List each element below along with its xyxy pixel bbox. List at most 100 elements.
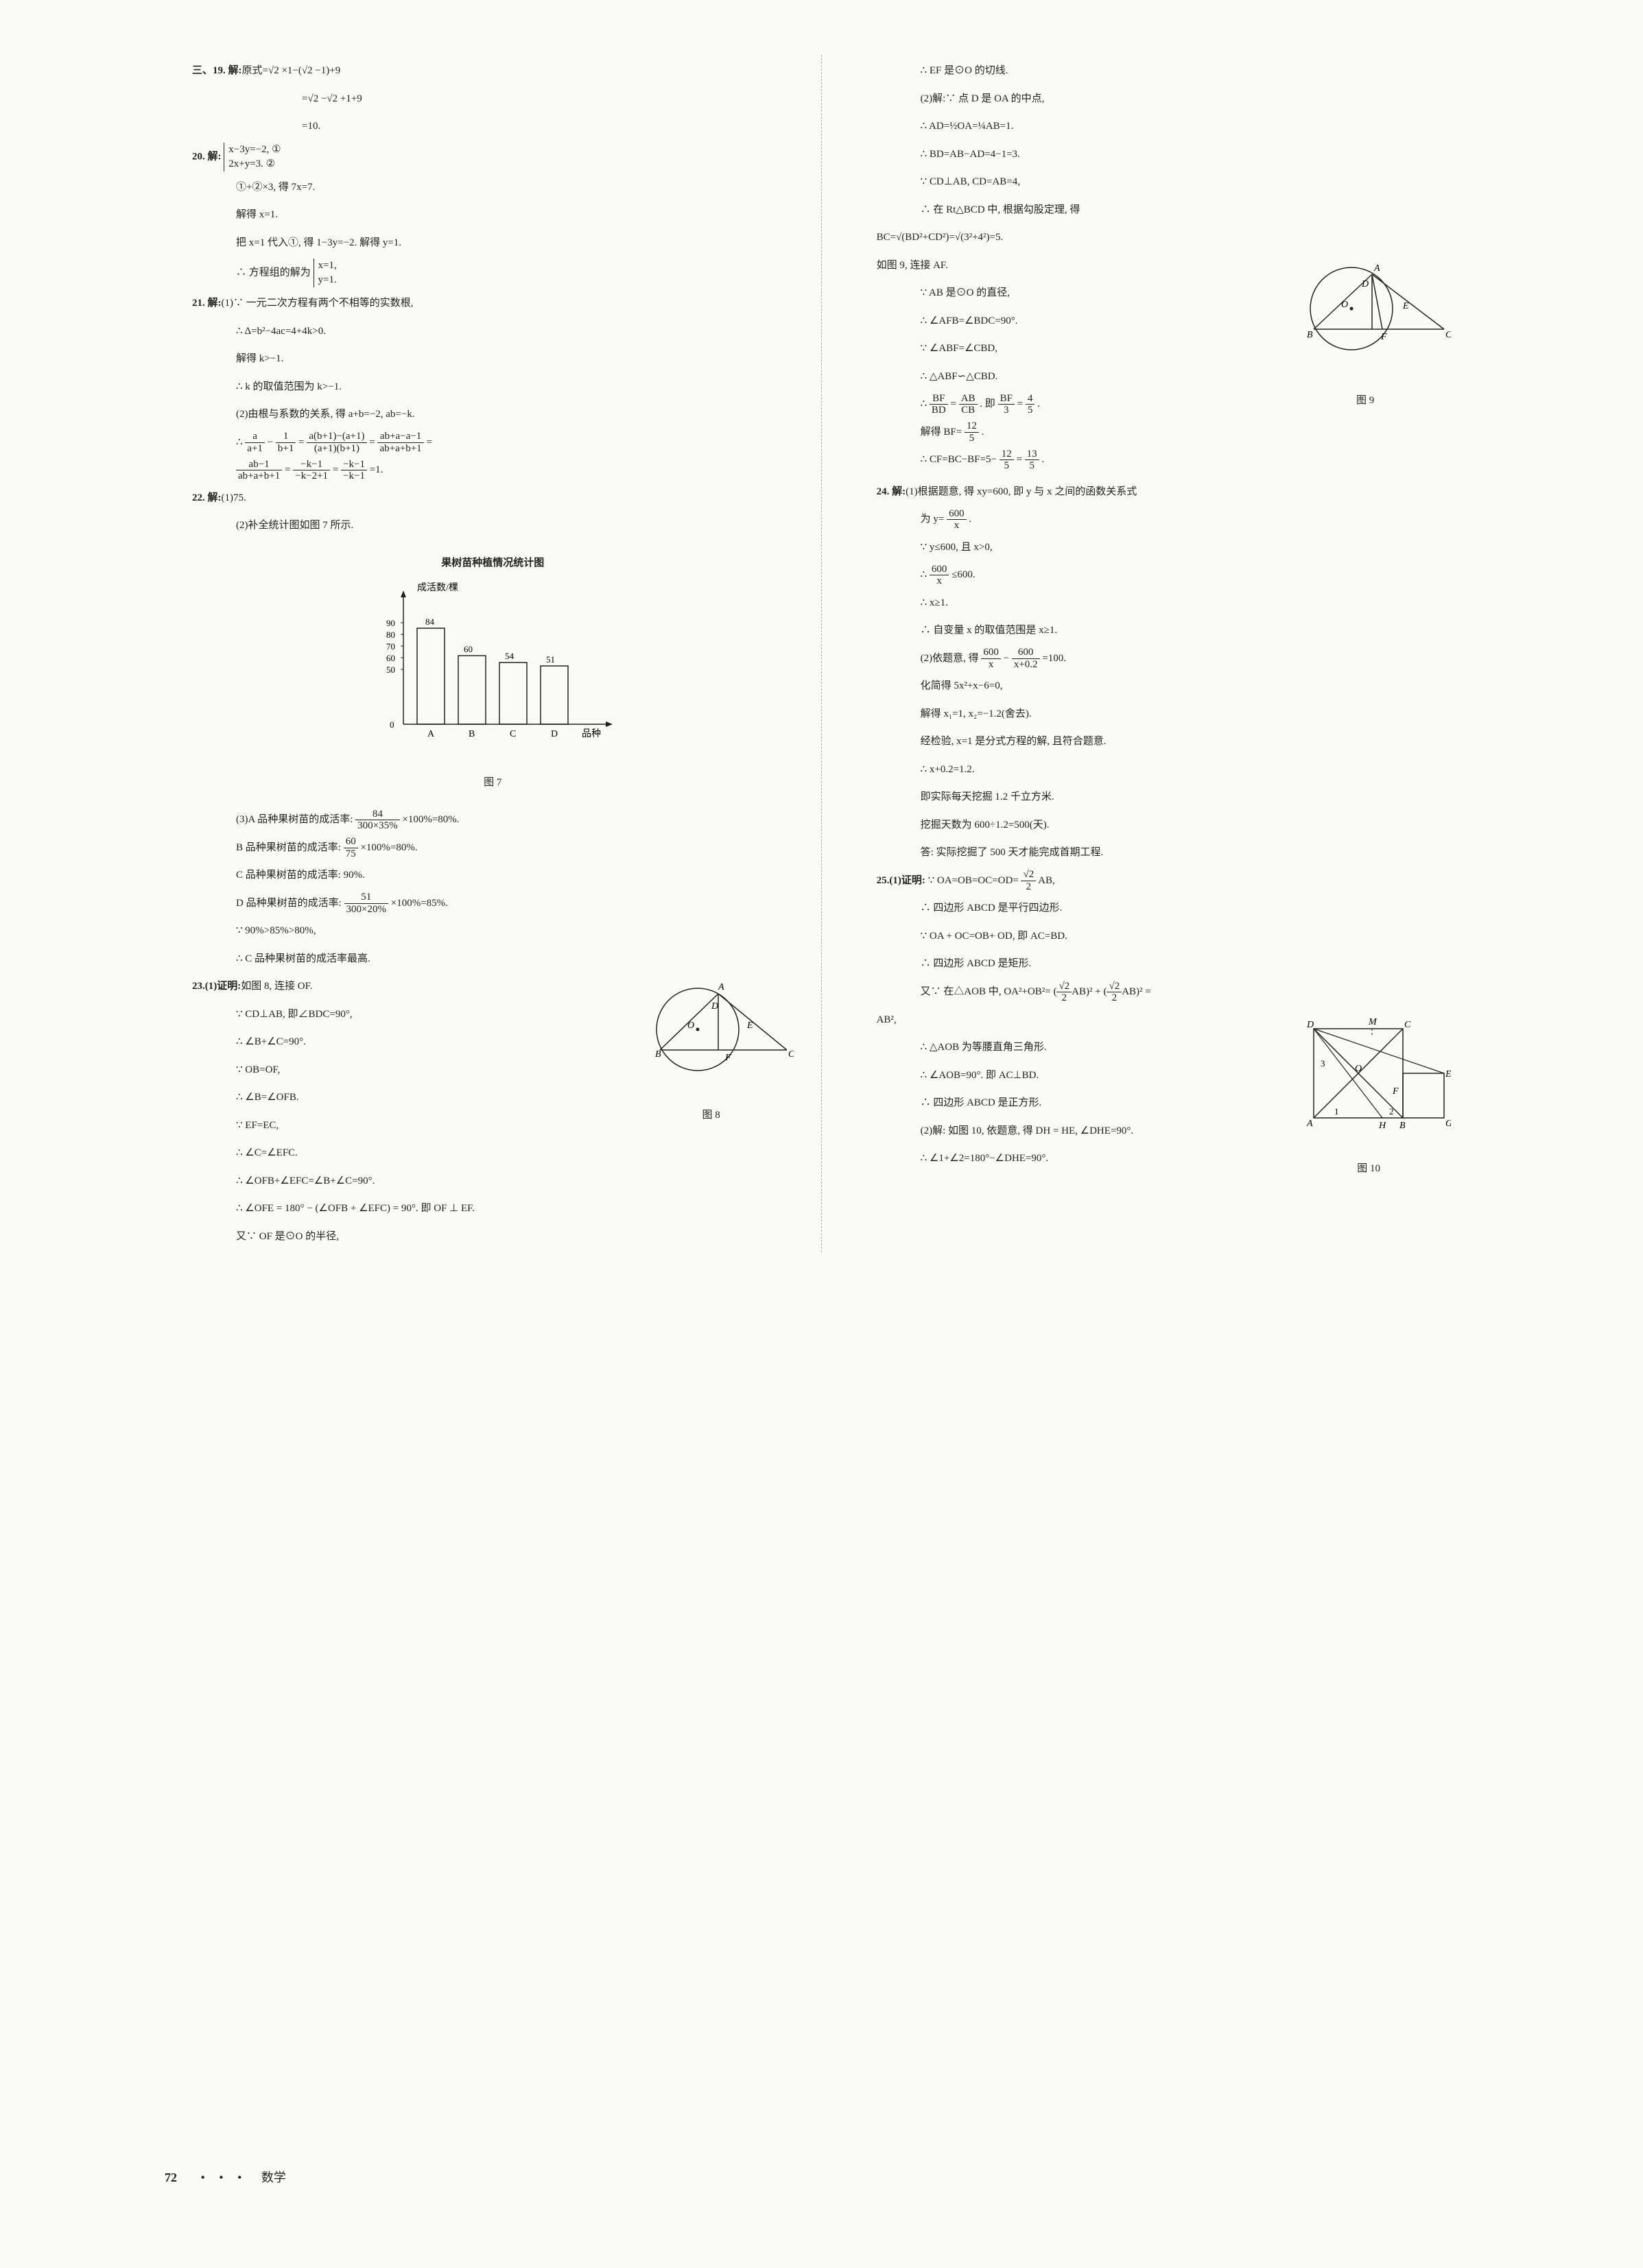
q23c-l6: BC=√(BD²+CD²)=√(3²+4²)=5. [877, 226, 1452, 250]
q21-p2a: (2)由根与系数的关系, 得 a+b=−2, ab=−k. [192, 403, 794, 427]
right-column: ∴ EF 是⊙O 的切线. (2)解:∵ 点 D 是 OA 的中点, ∴ AD=… [822, 55, 1479, 1252]
chart-title: 果树苗种植情况统计图 [348, 551, 637, 575]
q19-l2: =√2 −√2 +1+9 [192, 87, 794, 111]
q24-l8: 化简得 5x²+x−6=0, [877, 674, 1452, 698]
q23-l9: 又∵ OF 是⊙O 的半径, [192, 1225, 794, 1249]
q20-l4: ∴ 方程组的解为 x=1, y=1. [192, 259, 794, 287]
q23c-l13: 解得 BF= 125 . [877, 420, 1452, 444]
q25-l5: 又∵ 在△AOB 中, OA²+OB²= (√22AB)² + (√22AB)²… [877, 980, 1452, 1004]
svg-text:B: B [1307, 330, 1313, 340]
q24-l7: (2)依题意, 得 600x − 600x+0.2 =100. [877, 647, 1452, 671]
left-column: 三、19. 解:原式=√2 ×1−(√2 −1)+9 =√2 −√2 +1+9 … [165, 55, 822, 1252]
q21-p2c: ab−1ab+a+b+1 = −k−1−k−2+1 = −k−1−k−1 =1. [192, 458, 794, 482]
svg-text:F: F [1392, 1086, 1399, 1097]
q23-l8: ∴ ∠OFE = 180° − (∠OFB + ∠EFC) = 90°. 即 O… [192, 1197, 794, 1221]
svg-text:F: F [1380, 332, 1387, 342]
svg-text:C: C [1445, 330, 1451, 340]
svg-text:E: E [1402, 301, 1409, 311]
svg-text:70: 70 [386, 641, 395, 652]
q22-p3c: C 品种果树苗的成活率: 90%. [192, 863, 794, 887]
svg-text:A: A [427, 729, 435, 739]
svg-text:60: 60 [386, 653, 395, 663]
svg-text:F: F [724, 1053, 731, 1063]
q23c-l2: ∴ AD=½OA=¼AB=1. [877, 115, 1452, 139]
svg-text:D: D [551, 729, 558, 739]
q20-l1: ①+②×3, 得 7x=7. [192, 176, 794, 200]
figure-10: D C A B E G M H O F 3 1 2 图 10 [1286, 1008, 1451, 1181]
fig7-caption: 图 7 [348, 771, 637, 795]
svg-text:D: D [711, 1001, 718, 1012]
q22-p3d: D 品种果树苗的成活率: 51300×20% ×100%=85%. [192, 892, 794, 916]
q25-l2: ∴ 四边形 ABCD 是平行四边形. [877, 896, 1452, 920]
svg-text:3: 3 [1321, 1058, 1325, 1069]
q22-p3f: ∴ C 品种果树苗的成活率最高. [192, 947, 794, 971]
q24-l6: ∴ 自变量 x 的取值范围是 x≥1. [877, 619, 1452, 643]
q20-l2: 解得 x=1. [192, 203, 794, 227]
q23c-l4: ∵ CD⊥AB, CD=AB=4, [877, 170, 1452, 194]
svg-text:90: 90 [386, 618, 395, 628]
svg-text:H: H [1378, 1121, 1386, 1131]
footer-subject: 数学 [261, 2171, 286, 2184]
q23c-l14: ∴ CF=BC−BF=5− 125 = 135 . [877, 448, 1452, 472]
svg-text:A: A [718, 982, 724, 992]
bar-chart: 果树苗种植情况统计图 成活数/棵 0 50 60 70 80 90 [348, 551, 637, 795]
svg-text:D: D [1306, 1020, 1314, 1030]
svg-text:1: 1 [1334, 1106, 1339, 1117]
svg-text:80: 80 [386, 630, 395, 640]
svg-text:50: 50 [386, 665, 395, 675]
q25-l4: ∴ 四边形 ABCD 是矩形. [877, 952, 1452, 976]
q23-l6: ∴ ∠C=∠EFC. [192, 1141, 794, 1165]
svg-text:O: O [687, 1020, 694, 1031]
q19-label: 三、19. 解:原式=√2 ×1−(√2 −1)+9 [192, 59, 794, 83]
q25-label: 25.(1)证明: ∵ OA=OB=OC=OD= √22 AB, [877, 869, 1452, 893]
figure-8: A B C D O E F 图 8 [629, 975, 794, 1127]
svg-text:E: E [746, 1020, 753, 1031]
y-axis-label: 成活数/棵 [417, 582, 458, 593]
q21-p2b: ∴ aa+1 − 1b+1 = a(b+1)−(a+1)(a+1)(b+1) =… [192, 431, 794, 455]
q24-l2: 为 y= 600x . [877, 508, 1452, 532]
svg-text:C: C [788, 1049, 794, 1060]
svg-text:E: E [1445, 1069, 1451, 1079]
page-number: 72 [165, 2171, 177, 2184]
q22-p3b: B 品种果树苗的成活率: 6075 ×100%=80%. [192, 836, 794, 860]
q22-p3e: ∵ 90%>85%>80%, [192, 919, 794, 943]
svg-text:A: A [1373, 263, 1380, 274]
svg-text:O: O [1341, 300, 1348, 310]
q24-l11: ∴ x+0.2=1.2. [877, 758, 1452, 782]
q20-label: 20. 解: x−3y=−2, ① 2x+y=3. ② [192, 143, 794, 171]
q24-l9: 解得 x₁=1, x₂=−1.2(舍去). [877, 702, 1452, 726]
q20-l3: 把 x=1 代入①, 得 1−3y=−2. 解得 y=1. [192, 231, 794, 255]
q24-l10: 经检验, x=1 是分式方程的解, 且符合题意. [877, 730, 1452, 754]
q19-l3: =10. [192, 115, 794, 139]
q21-p1d: ∴ k 的取值范围为 k>−1. [192, 375, 794, 399]
chart-svg: 成活数/棵 0 50 60 70 80 90 84 A [348, 580, 637, 759]
svg-text:B: B [469, 729, 475, 739]
page-content: 三、19. 解:原式=√2 ×1−(√2 −1)+9 =√2 −√2 +1+9 … [0, 0, 1643, 1307]
q21-p1b: ∴ Δ=b²−4ac=4+4k>0. [192, 320, 794, 344]
svg-text:D: D [1361, 279, 1369, 289]
svg-text:A: A [1306, 1119, 1313, 1129]
q25-l3: ∵ OA + OC=OB+ OD, 即 AC=BD. [877, 924, 1452, 948]
q23c-l0: ∴ EF 是⊙O 的切线. [877, 59, 1452, 83]
q21-label: 21. 解:(1)∵ 一元二次方程有两个不相等的实数根, [192, 291, 794, 315]
q23c-l3: ∴ BD=AB−AD=4−1=3. [877, 143, 1452, 167]
svg-text:60: 60 [464, 644, 473, 654]
svg-text:0: 0 [390, 719, 394, 730]
svg-text:G: G [1445, 1119, 1451, 1129]
svg-text:51: 51 [546, 654, 555, 665]
q22-label: 22. 解:(1)75. [192, 486, 794, 510]
q24-l3: ∵ y≤600, 且 x>0, [877, 536, 1452, 560]
page-footer: 72 • • • 数学 [165, 2168, 286, 2186]
q24-l13: 挖掘天数为 600÷1.2=500(天). [877, 813, 1452, 837]
svg-text:M: M [1368, 1017, 1378, 1027]
svg-text:B: B [1399, 1121, 1406, 1131]
footer-dots: • • • [201, 2171, 248, 2184]
q23c-l5: ∴ 在 Rt△BCD 中, 根据勾股定理, 得 [877, 198, 1452, 222]
figure-9: A B C D O E F 图 9 [1279, 254, 1451, 413]
svg-text:C: C [510, 729, 516, 739]
x-axis-label: 品种 [582, 728, 601, 739]
q22-p3a: (3)A 品种果树苗的成活率: 84300×35% ×100%=80%. [192, 808, 794, 832]
q22-p2: (2)补全统计图如图 7 所示. [192, 514, 794, 538]
svg-text:C: C [1404, 1020, 1411, 1030]
svg-text:2: 2 [1389, 1106, 1394, 1117]
